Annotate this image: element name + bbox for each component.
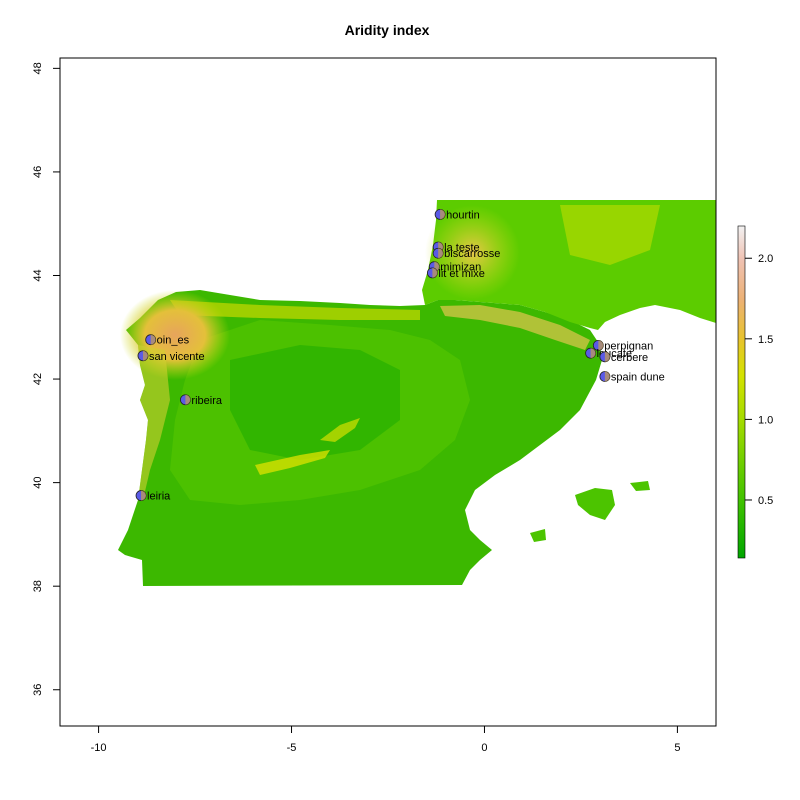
y-tick-label: 36 xyxy=(32,684,44,696)
site-label: lit et mixe xyxy=(438,268,484,280)
legend-tick-label: 1.5 xyxy=(758,334,773,346)
x-tick-label: 0 xyxy=(481,742,487,754)
menorca xyxy=(630,481,650,491)
site-marker-half xyxy=(440,209,446,220)
site-label: hourtin xyxy=(446,209,480,221)
site-marker-half xyxy=(141,490,147,501)
massif-central-zone xyxy=(560,205,660,265)
site-label: oin_es xyxy=(157,335,190,347)
site-hourtin: hourtin xyxy=(434,208,480,221)
site-marker-half xyxy=(142,350,148,361)
site-cerbere: cerbere xyxy=(599,351,648,364)
aridity-raster xyxy=(118,200,716,586)
site-marker-half xyxy=(604,351,610,362)
site-oin-es: oin_es xyxy=(145,334,190,347)
site-marker-half xyxy=(590,348,596,359)
x-tick-label: -5 xyxy=(287,742,297,754)
pyrenees-band xyxy=(440,305,590,350)
plot-frame xyxy=(59,57,717,727)
sierra-streak-1 xyxy=(255,450,330,475)
y-tick-label: 40 xyxy=(32,476,44,488)
meseta-dry-zone xyxy=(230,345,400,460)
site-spain-dune: spain dune xyxy=(599,371,665,383)
color-legend: 0.5 1.0 1.5 2.0 xyxy=(737,225,773,559)
site-label: la teste xyxy=(444,242,479,254)
y-tick-label: 44 xyxy=(32,269,44,281)
site-label: leiria xyxy=(147,491,171,503)
site-label: san vicente xyxy=(149,351,205,363)
site-biscarrosse: biscarrosse xyxy=(432,247,500,260)
site-marker-half xyxy=(185,394,191,405)
y-tick-label: 48 xyxy=(32,62,44,74)
sierra-streak-2 xyxy=(320,418,360,442)
site-san-vicente: san vicente xyxy=(137,350,205,363)
x-axis: -10 -5 0 5 xyxy=(91,726,680,754)
ibiza xyxy=(530,529,546,542)
cantabrian-band xyxy=(170,300,420,320)
site-label: biscarrosse xyxy=(444,248,500,260)
portugal-coast-band xyxy=(138,345,170,500)
site-perpignan: perpignan xyxy=(592,339,653,352)
legend-tick-label: 1.0 xyxy=(758,414,773,426)
site-label: ribeira xyxy=(191,395,222,407)
x-tick-label: -10 xyxy=(91,742,107,754)
site-marker-half xyxy=(438,248,444,259)
y-tick-label: 46 xyxy=(32,166,44,178)
site-marker-half xyxy=(598,340,604,351)
y-tick-label: 38 xyxy=(32,580,44,592)
legend-tick-label: 0.5 xyxy=(758,495,773,507)
site-label: cerbere xyxy=(611,352,648,364)
site-label: mimizan xyxy=(440,262,481,274)
landes-zone xyxy=(425,205,520,300)
site-label: perpignan xyxy=(604,340,653,352)
site-marker-half xyxy=(432,267,438,278)
x-tick-label: 5 xyxy=(674,742,680,754)
site-leiria: leiria xyxy=(135,490,171,503)
site-marker-half xyxy=(150,334,156,345)
site-label: spain dune xyxy=(611,371,665,383)
y-tick-label: 42 xyxy=(32,373,44,385)
legend-colorbar xyxy=(737,225,746,559)
site-lit-et-mixe: lit et mixe xyxy=(426,267,485,280)
y-axis: 36 38 40 42 44 46 48 xyxy=(32,62,60,696)
legend-ticks: 0.5 1.0 1.5 2.0 xyxy=(745,253,773,507)
site-marker-half xyxy=(604,371,610,382)
legend-tick-label: 2.0 xyxy=(758,253,773,265)
mallorca xyxy=(575,488,615,520)
map-title: Aridity index xyxy=(345,22,430,38)
site-ribeira: ribeira xyxy=(180,394,223,407)
